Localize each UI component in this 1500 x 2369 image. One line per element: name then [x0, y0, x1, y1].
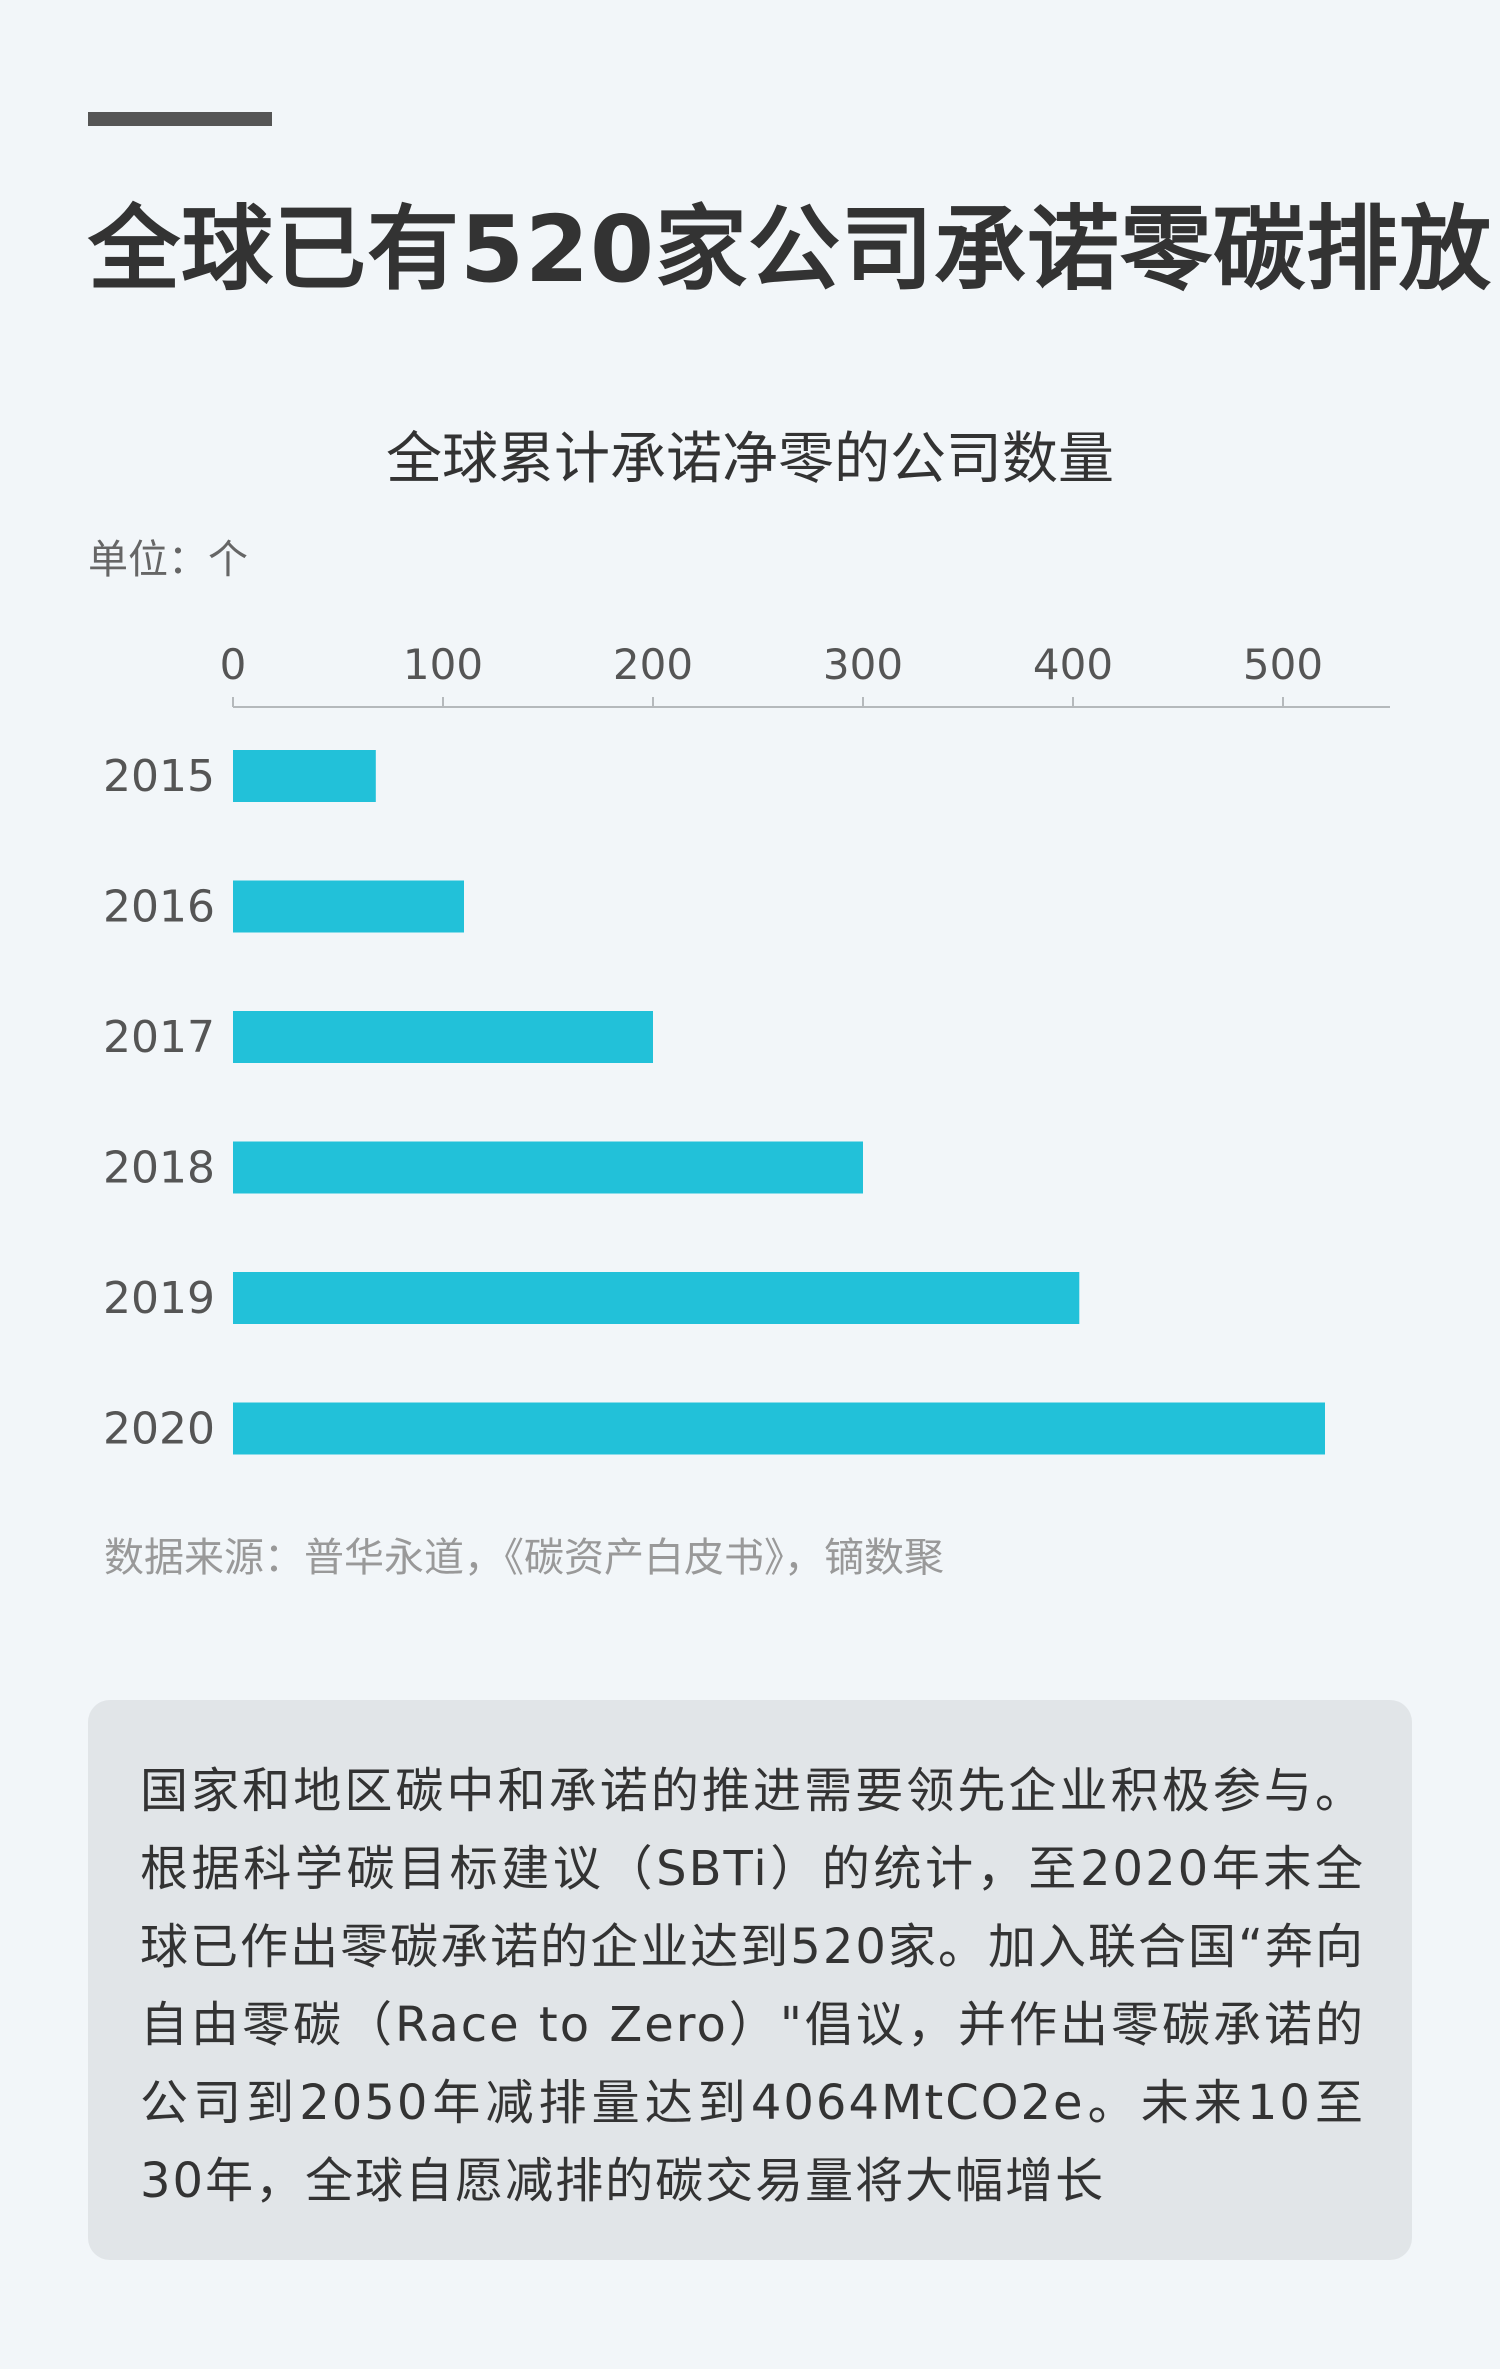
x-tick-label: 0 [220, 640, 247, 689]
x-tick-label: 200 [613, 640, 693, 689]
title-accent-bar [88, 112, 272, 126]
bar [233, 1402, 1325, 1455]
data-source: 数据来源：普华永道，《碳资产白皮书》，镝数聚 [104, 1535, 944, 1581]
bar [233, 750, 376, 802]
note-text: 国家和地区碳中和承诺的推进需要领先企业积极参与。根据科学碳目标建议（SBTi）的… [140, 1763, 1365, 2209]
y-category-label: 2018 [103, 1143, 215, 1194]
y-category-label: 2015 [103, 751, 215, 802]
x-tick-label: 300 [823, 640, 903, 689]
bar [233, 880, 464, 933]
x-tick-label: 100 [403, 640, 483, 689]
y-category-label: 2016 [103, 882, 215, 933]
x-tick-label: 500 [1243, 640, 1323, 689]
note-box: 国家和地区碳中和承诺的推进需要领先企业积极参与。根据科学碳目标建议（SBTi）的… [88, 1700, 1412, 2260]
chart-title: 全球累计承诺净零的公司数量 [386, 427, 1114, 492]
page-title: 全球已有520家公司承诺零碳排放 [88, 196, 1493, 303]
bar [233, 1141, 863, 1194]
unit-label: 单位：个 [88, 537, 248, 583]
x-tick-label: 400 [1033, 640, 1113, 689]
y-category-label: 2017 [103, 1012, 215, 1063]
bar [233, 1011, 653, 1063]
y-category-label: 2020 [103, 1404, 215, 1455]
bar-chart: 0 100 200 300 400 500 2015 2016 2017 2018 2019 2020 [103, 640, 1390, 1455]
y-category-label: 2019 [103, 1273, 215, 1324]
bar [233, 1272, 1080, 1324]
